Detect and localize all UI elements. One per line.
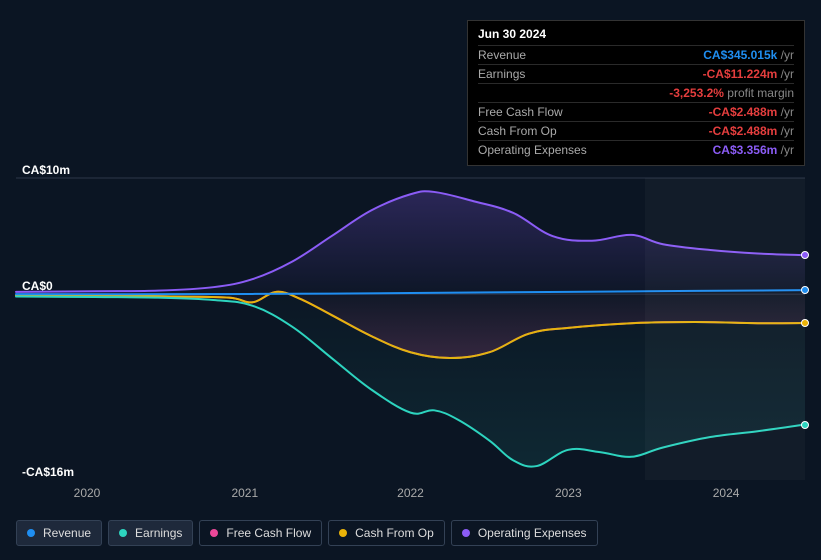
series-end-marker	[801, 251, 809, 259]
tooltip-metric-value: -CA$2.488m /yr	[709, 124, 794, 138]
tooltip-metric-value: -3,253.2% profit margin	[669, 86, 794, 100]
legend-label: Earnings	[135, 526, 182, 540]
tooltip-metric-value: CA$3.356m /yr	[713, 143, 794, 157]
series-end-marker	[801, 421, 809, 429]
tooltip-metric-label: Cash From Op	[478, 124, 557, 138]
tooltip-row: -3,253.2% profit margin	[478, 83, 794, 102]
chart-area	[16, 178, 805, 480]
tooltip-metric-value: -CA$2.488m /yr	[709, 105, 794, 119]
series-end-marker	[801, 286, 809, 294]
tooltip-row: Revenue CA$345.015k /yr	[478, 45, 794, 64]
tooltip-metric-label: Free Cash Flow	[478, 105, 563, 119]
legend-dot-icon	[462, 529, 470, 537]
chart-legend: Revenue Earnings Free Cash Flow Cash From O…	[16, 520, 598, 546]
y-axis-tick-label: CA$0	[22, 279, 53, 293]
tooltip-row: Operating Expenses CA$3.356m /yr	[478, 140, 794, 159]
x-axis-tick-label: 2024	[713, 486, 740, 500]
data-tooltip: Jun 30 2024 Revenue CA$345.015k /yr Earnin…	[467, 20, 805, 166]
legend-label: Revenue	[43, 526, 91, 540]
legend-label: Operating Expenses	[478, 526, 587, 540]
tooltip-metric-value: -CA$11.224m /yr	[703, 67, 794, 81]
legend-item-earnings[interactable]: Earnings	[108, 520, 193, 546]
tooltip-metric-value: CA$345.015k /yr	[703, 48, 794, 62]
tooltip-metric-label: Earnings	[478, 67, 525, 81]
tooltip-row: Cash From Op -CA$2.488m /yr	[478, 121, 794, 140]
tooltip-date: Jun 30 2024	[478, 27, 794, 45]
legend-dot-icon	[339, 529, 347, 537]
legend-item-revenue[interactable]: Revenue	[16, 520, 102, 546]
tooltip-row: Free Cash Flow -CA$2.488m /yr	[478, 102, 794, 121]
tooltip-metric-label: Operating Expenses	[478, 143, 587, 157]
legend-item-free-cash-flow[interactable]: Free Cash Flow	[199, 520, 322, 546]
x-axis-tick-label: 2022	[397, 486, 424, 500]
x-axis-tick-label: 2020	[74, 486, 101, 500]
legend-label: Free Cash Flow	[226, 526, 311, 540]
x-axis-tick-label: 2021	[231, 486, 258, 500]
x-axis-tick-label: 2023	[555, 486, 582, 500]
legend-dot-icon	[210, 529, 218, 537]
legend-item-cash-from-op[interactable]: Cash From Op	[328, 520, 445, 546]
legend-dot-icon	[27, 529, 35, 537]
legend-item-operating-expenses[interactable]: Operating Expenses	[451, 520, 598, 546]
tooltip-metric-label: Revenue	[478, 48, 526, 62]
tooltip-row: Earnings -CA$11.224m /yr	[478, 64, 794, 83]
legend-label: Cash From Op	[355, 526, 434, 540]
legend-dot-icon	[119, 529, 127, 537]
y-axis-tick-label: CA$10m	[22, 163, 70, 177]
series-end-marker	[801, 319, 809, 327]
y-axis-tick-label: -CA$16m	[22, 465, 74, 479]
future-period-shade	[645, 178, 805, 480]
